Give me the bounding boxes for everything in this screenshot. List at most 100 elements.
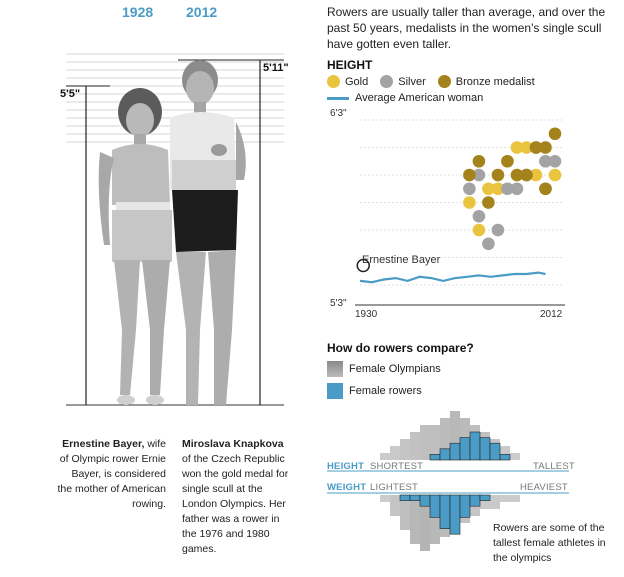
bronze-medal-point [463, 168, 476, 182]
legend-silver-label: Silver [398, 75, 426, 88]
rowers-swatch-icon [327, 383, 343, 399]
height-scale-high: TALLEST [533, 461, 575, 472]
average-line-icon [327, 96, 349, 100]
olympians-bar [440, 495, 450, 537]
legend-gold: Gold [327, 75, 368, 88]
legend-gold-label: Gold [345, 75, 369, 88]
olympians-bar [490, 495, 500, 509]
rowers-bar [399, 494, 411, 501]
bronze-medal-point [529, 141, 543, 154]
weight-scale-low: LIGHTEST [370, 482, 419, 493]
rowers-bar [429, 454, 441, 461]
height-points [463, 127, 562, 251]
miroslava-knapkova-figure [170, 60, 246, 405]
caption-miroslava: Miroslava Knapkova of the Czech Republic… [182, 437, 292, 557]
olympians-bar [470, 425, 480, 460]
gold-medal-point [529, 168, 543, 182]
rowers-bar [419, 494, 431, 507]
olympians-bar [500, 446, 510, 460]
silver-medal-point [463, 182, 476, 196]
bronze-medal-point [501, 154, 514, 168]
caption-ernestine-name: Ernestine Bayer, [62, 438, 145, 450]
legend-bronze-label: Bronze medalist [455, 75, 535, 88]
olympians-bar [510, 495, 520, 502]
rowers-bar [459, 494, 471, 518]
silver-medal-point [548, 154, 562, 168]
y-bottom-label: 5'3" [330, 298, 347, 309]
gold-medal-point [520, 141, 533, 154]
silver-dot-icon [380, 75, 394, 88]
gold-medal-point [501, 154, 514, 168]
height-scale-title: HEIGHT [327, 461, 365, 472]
rowers-bar [429, 494, 441, 518]
gold-medal-point [510, 141, 524, 154]
silver-medal-point [472, 168, 486, 182]
bronze-medal-point [539, 141, 552, 154]
olympians-bar [410, 495, 420, 544]
bronze-medal-point [491, 168, 505, 182]
gold-medal-point [463, 196, 476, 209]
rowers-bar [449, 442, 461, 461]
olympians-bar [390, 495, 400, 516]
bronze-dot-icon [437, 75, 451, 88]
height-label-left: 5'5" [60, 88, 81, 100]
rowers-bar [479, 494, 491, 501]
legend-silver: Silver [380, 75, 426, 88]
silver-medal-point [491, 223, 505, 237]
caption-ernestine: Ernestine Bayer, wife of Olympic rower E… [56, 437, 166, 512]
olympians-bar [480, 432, 490, 460]
intro-text: Rowers are usually taller than average, … [327, 5, 606, 51]
gold-medal-point [548, 168, 562, 182]
silver-medal-point [510, 182, 524, 196]
year-1928: 1928 [122, 4, 154, 20]
olympians-bar [420, 425, 430, 460]
olympians-bar [450, 411, 460, 460]
rowers-bar [499, 454, 511, 461]
olympians-bar [430, 495, 440, 544]
rowers-bar [489, 442, 501, 461]
legend-olympians-label: Female Olympians [349, 363, 441, 375]
rowers-note: Rowers are some of the tallest female at… [493, 522, 606, 564]
olympians-bar [400, 495, 410, 530]
height-label-right: 5'11" [263, 62, 289, 74]
ernestine-bayer-figure [98, 88, 172, 405]
silver-medal-point [539, 182, 552, 196]
olympians-bar [460, 418, 470, 460]
rowers-bar [409, 494, 421, 501]
caption-miroslava-name: Miroslava Knapkova [182, 438, 284, 450]
olympians-bar [420, 495, 430, 551]
olympians-bar [430, 425, 440, 460]
height-scale-low: SHORTEST [370, 461, 424, 472]
legend-average: Average American woman [327, 92, 617, 104]
silver-medal-point [539, 154, 552, 168]
rowers-bar [439, 448, 451, 461]
olympians-bar [390, 446, 400, 460]
weight-scale-high: HEAVIEST [520, 482, 568, 493]
legend-bronze: Bronze medalist [437, 75, 535, 88]
gold-medal-point [529, 141, 543, 154]
caption-ernestine-text: wife of Olympic rower Ernie Bayer, is co… [57, 438, 166, 510]
silver-medal-point [520, 168, 533, 182]
silver-medal-point [501, 182, 514, 196]
olympians-bar [490, 439, 500, 460]
ernestine-bayer-annotation: Ernestine Bayer [362, 254, 441, 266]
average-american-woman-line [359, 271, 546, 284]
olympians-bar [400, 439, 410, 460]
photo-illustration [66, 53, 284, 406]
bronze-medal-point [510, 168, 524, 182]
x-left-label: 1930 [355, 309, 378, 320]
silver-medal-point [529, 141, 543, 154]
gold-medal-point [472, 223, 486, 237]
silver-medal-point [482, 237, 495, 251]
rowers-bar [439, 494, 451, 529]
gold-medal-point [482, 182, 495, 196]
olympians-bar [500, 495, 510, 502]
legend-average-label: Average American woman [355, 92, 484, 104]
legend-olympians: Female Olympians [327, 361, 441, 377]
y-top-label: 6'3" [330, 108, 347, 119]
olympians-swatch-icon [327, 361, 343, 377]
rowers-bar [469, 431, 481, 461]
gold-medal-point [539, 154, 552, 168]
rowers-bar [479, 437, 491, 461]
rowers-bar [449, 494, 461, 535]
